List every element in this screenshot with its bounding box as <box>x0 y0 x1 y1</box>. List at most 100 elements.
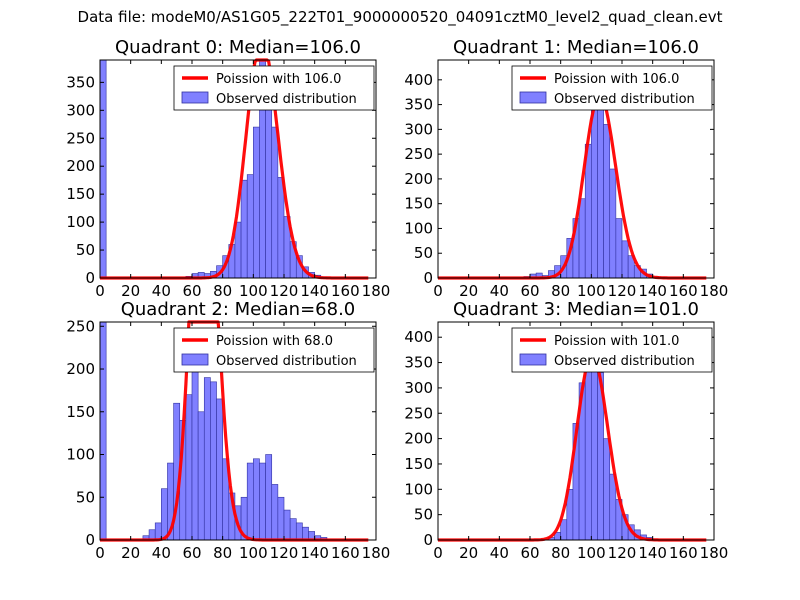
y-tick-label: 50 <box>414 506 433 524</box>
histogram-bar <box>560 519 568 541</box>
x-tick-label: 0 <box>433 282 443 300</box>
legend: Poission with 106.0 Observed distribution <box>511 65 713 111</box>
x-tick-label: 160 <box>331 544 360 562</box>
y-tick-label: 300 <box>66 101 95 119</box>
x-tick-label: 180 <box>362 282 391 300</box>
y-tick-label: 250 <box>404 404 433 422</box>
legend-box <box>511 327 713 373</box>
y-tick-label: 250 <box>66 317 95 335</box>
histogram-bar <box>253 458 260 541</box>
x-tick-label: 140 <box>300 544 329 562</box>
legend-entry-observed: Observed distribution <box>554 354 695 369</box>
x-tick-label: 80 <box>213 282 232 300</box>
y-tick-label: 0 <box>85 269 95 287</box>
legend-entry-observed: Observed distribution <box>216 92 357 107</box>
x-tick-label: 140 <box>638 282 667 300</box>
y-tick-label: 0 <box>85 531 95 549</box>
histogram-bar <box>253 126 260 279</box>
plot-frame <box>437 59 715 279</box>
x-tick-label: 120 <box>608 544 637 562</box>
x-tick-label: 40 <box>490 282 509 300</box>
x-tick-label: 140 <box>300 282 329 300</box>
x-tick-label: 120 <box>270 544 299 562</box>
histogram-bar <box>609 168 617 279</box>
histogram-bar <box>289 518 297 541</box>
legend-entry-poisson: Poission with 106.0 <box>554 72 679 87</box>
histogram-bar <box>234 221 242 279</box>
y-tick-label: 100 <box>66 213 95 231</box>
histogram-bar <box>99 321 107 541</box>
y-tick-label: 150 <box>404 195 433 213</box>
legend-entry-poisson: Poission with 68.0 <box>216 334 333 349</box>
panel-title: Quadrant 0: Median=106.0 <box>115 37 361 58</box>
histogram-bar <box>578 198 586 279</box>
histogram-bar <box>295 522 303 541</box>
y-tick-label: 100 <box>404 480 433 498</box>
legend-entry-observed: Observed distribution <box>554 92 695 107</box>
y-tick-label: 200 <box>404 170 433 188</box>
plot-frame <box>99 59 377 279</box>
histogram-bar <box>271 484 279 541</box>
x-tick-label: 60 <box>182 282 201 300</box>
y-tick-label: 400 <box>404 71 433 89</box>
histogram-bar <box>277 177 285 279</box>
y-tick-label: 400 <box>404 328 433 346</box>
y-tick-label: 350 <box>66 73 95 91</box>
x-tick-label: 100 <box>239 544 268 562</box>
x-tick-label: 180 <box>700 544 729 562</box>
x-tick-label: 20 <box>121 282 140 300</box>
legend: Poission with 68.0 Observed distribution <box>173 327 375 373</box>
legend-entry-poisson: Poission with 101.0 <box>554 334 679 349</box>
x-tick-label: 180 <box>700 282 729 300</box>
y-tick-label: 350 <box>404 354 433 372</box>
histogram-bar <box>210 381 217 541</box>
histogram-bar <box>265 454 273 541</box>
histogram-bar <box>277 496 285 541</box>
quadrant-panel-1: 0 20 40 60 80 100 120 140 160 1800501001502002503… <box>404 37 728 300</box>
x-tick-label: 80 <box>551 282 570 300</box>
x-tick-label: 180 <box>362 544 391 562</box>
legend-observed-swatch <box>519 91 547 104</box>
histogram-bar <box>154 522 162 541</box>
legend-observed-swatch <box>181 353 209 366</box>
y-tick-label: 50 <box>76 241 95 259</box>
x-tick-label: 100 <box>577 282 606 300</box>
x-tick-label: 160 <box>331 282 360 300</box>
legend-observed-swatch <box>519 353 547 366</box>
y-tick-label: 100 <box>404 219 433 237</box>
histogram-bar <box>615 218 623 279</box>
y-tick-label: 150 <box>66 185 95 203</box>
quadrant-panel-2: 0 20 40 60 80 100 120 140 160 180050100150200250Q… <box>66 299 390 562</box>
histogram-bar <box>246 462 254 541</box>
y-tick-label: 100 <box>66 446 95 464</box>
x-tick-label: 40 <box>152 544 171 562</box>
histogram-bar <box>603 124 611 279</box>
x-tick-label: 160 <box>669 282 698 300</box>
histogram-bar <box>603 438 611 541</box>
histogram-bar <box>185 394 193 541</box>
histogram-bar <box>283 509 291 541</box>
x-tick-label: 140 <box>638 544 667 562</box>
legend: Poission with 106.0 Observed distribution <box>173 65 375 111</box>
legend-entry-observed: Observed distribution <box>216 354 357 369</box>
x-tick-label: 60 <box>520 282 539 300</box>
x-tick-label: 20 <box>459 282 478 300</box>
x-tick-label: 0 <box>95 544 105 562</box>
y-tick-label: 50 <box>76 488 95 506</box>
x-tick-label: 40 <box>490 544 509 562</box>
histogram-bar <box>246 174 254 279</box>
y-tick-label: 300 <box>404 120 433 138</box>
x-tick-label: 60 <box>182 544 201 562</box>
histogram-bar <box>584 367 592 541</box>
y-tick-label: 250 <box>404 145 433 163</box>
x-tick-label: 60 <box>520 544 539 562</box>
x-tick-label: 100 <box>239 282 268 300</box>
y-tick-label: 150 <box>66 403 95 421</box>
histogram-bar <box>621 240 629 279</box>
legend: Poission with 101.0 Observed distribution <box>511 327 713 373</box>
x-tick-label: 100 <box>577 544 606 562</box>
y-tick-label: 0 <box>423 269 433 287</box>
histogram-bar <box>302 526 309 541</box>
x-tick-label: 160 <box>669 544 698 562</box>
